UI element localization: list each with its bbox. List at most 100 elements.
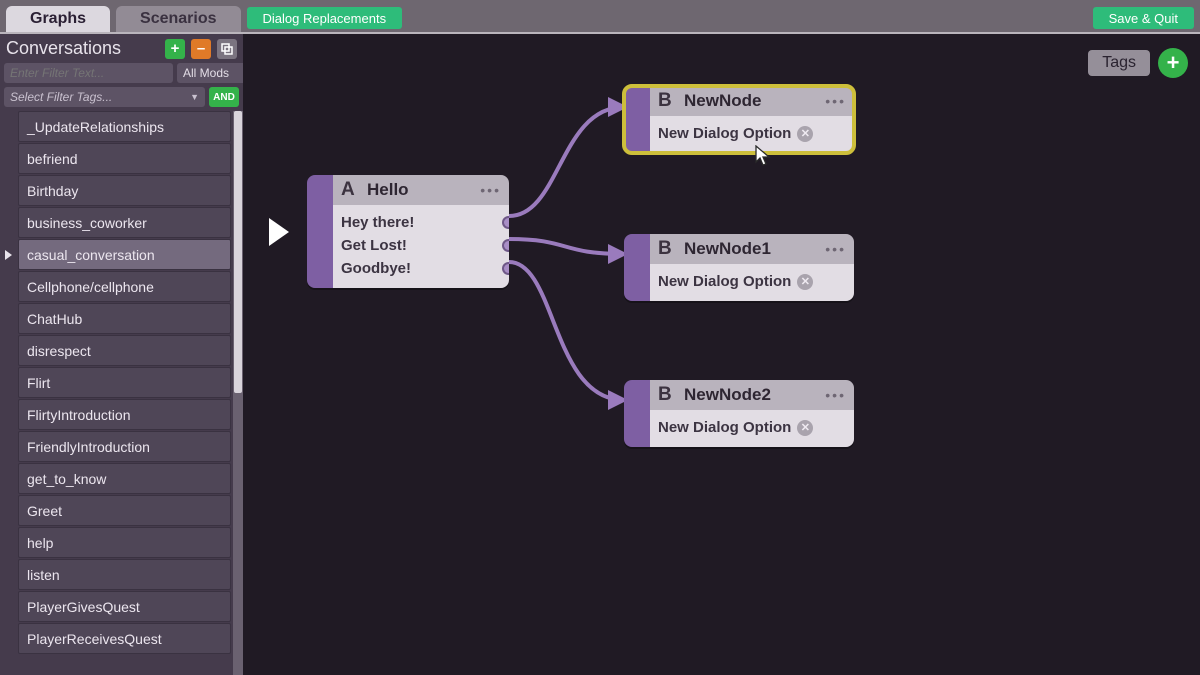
list-item-label: Birthday	[27, 183, 78, 199]
graph-node[interactable]: B NewNode ••• New Dialog Option ✕	[624, 86, 854, 153]
list-item-label: Flirt	[27, 375, 50, 391]
list-item[interactable]: Birthday	[18, 175, 231, 206]
list-item[interactable]: disrespect	[18, 335, 231, 366]
node-menu-icon[interactable]: •••	[825, 387, 846, 403]
node-title: NewNode1	[684, 239, 819, 259]
dialog-option[interactable]: New Dialog Option ✕	[658, 122, 846, 145]
node-body: New Dialog Option✕	[650, 410, 854, 447]
and-toggle-button[interactable]: AND	[209, 87, 239, 107]
edge	[509, 239, 624, 254]
graph-node[interactable]: AHello•••Hey there!Get Lost!Goodbye!	[307, 175, 509, 288]
node-menu-icon[interactable]: •••	[825, 241, 846, 257]
node-body: New Dialog Option ✕	[650, 264, 854, 301]
dialog-replacements-button[interactable]: Dialog Replacements	[247, 7, 403, 29]
node-letter: B	[658, 90, 678, 112]
list-item[interactable]: get_to_know	[18, 463, 231, 494]
list-item-label: Greet	[27, 503, 62, 519]
output-port[interactable]	[502, 216, 509, 229]
dialog-option-text: Goodbye!	[341, 260, 411, 277]
filter-tags-placeholder: Select Filter Tags...	[10, 90, 112, 104]
node-title: Hello	[367, 180, 474, 200]
node-header[interactable]: B NewNode1 •••	[650, 234, 854, 264]
node-body: Hey there! Get Lost! Goodbye!	[333, 205, 509, 288]
entry-arrow-icon[interactable]	[269, 218, 289, 246]
list-item[interactable]: befriend	[18, 143, 231, 174]
list-item[interactable]: Flirt	[18, 367, 231, 398]
list-item-label: casual_conversation	[27, 247, 155, 263]
node-letter: B	[658, 384, 678, 406]
list-item-label: _UpdateRelationships	[27, 119, 164, 135]
node-letter: B	[658, 238, 678, 260]
list-item-label: business_coworker	[27, 215, 147, 231]
list-item[interactable]: Cellphone/cellphone	[18, 271, 231, 302]
list-item-label: PlayerReceivesQuest	[27, 631, 162, 647]
node-header[interactable]: B NewNode •••	[650, 86, 854, 116]
dialog-option[interactable]: New Dialog Option ✕	[658, 270, 846, 293]
list-item[interactable]: Greet	[18, 495, 231, 526]
list-item-label: Cellphone/cellphone	[27, 279, 154, 295]
mods-dropdown-label: All Mods	[183, 66, 229, 80]
list-item[interactable]: ChatHub	[18, 303, 231, 334]
dialog-option[interactable]: Hey there!	[341, 211, 501, 234]
dialog-option[interactable]: New Dialog Option✕	[658, 416, 846, 439]
save-and-quit-button[interactable]: Save & Quit	[1093, 7, 1194, 29]
output-port[interactable]	[502, 239, 509, 252]
list-item[interactable]: FlirtyIntroduction	[18, 399, 231, 430]
dialog-option-text: New Dialog Option	[658, 125, 791, 142]
node-menu-icon[interactable]: •••	[480, 182, 501, 198]
remove-conversation-button[interactable]: –	[191, 39, 211, 59]
list-item[interactable]: FriendlyIntroduction	[18, 431, 231, 462]
remove-option-icon[interactable]: ✕	[797, 274, 813, 290]
list-item[interactable]: business_coworker	[18, 207, 231, 238]
list-item-label: PlayerGivesQuest	[27, 599, 140, 615]
tab-graphs[interactable]: Graphs	[6, 6, 110, 32]
list-item-label: FlirtyIntroduction	[27, 407, 130, 423]
node-body: New Dialog Option ✕	[650, 116, 854, 153]
dialog-option-text: Hey there!	[341, 214, 414, 231]
edge	[509, 262, 624, 400]
list-item[interactable]: listen	[18, 559, 231, 590]
tags-button[interactable]: Tags	[1088, 50, 1150, 76]
dialog-option[interactable]: Goodbye!	[341, 257, 501, 280]
node-title: NewNode	[684, 91, 819, 111]
selected-indicator-icon	[5, 250, 12, 260]
tab-scenarios[interactable]: Scenarios	[116, 6, 240, 32]
list-item[interactable]: help	[18, 527, 231, 558]
conversation-list: _UpdateRelationships befriend Birthday busi…	[0, 111, 231, 675]
add-conversation-button[interactable]: +	[165, 39, 185, 59]
dialog-option[interactable]: Get Lost!	[341, 234, 501, 257]
dialog-option-text: New Dialog Option	[658, 273, 791, 290]
node-type-strip	[624, 86, 650, 153]
node-title: NewNode2	[684, 385, 819, 405]
list-item-label: get_to_know	[27, 471, 106, 487]
remove-option-icon[interactable]: ✕	[797, 126, 813, 142]
list-item-label: FriendlyIntroduction	[27, 439, 150, 455]
filter-text-input[interactable]	[4, 63, 173, 83]
node-header[interactable]: B NewNode2 •••	[650, 380, 854, 410]
graph-canvas[interactable]: Tags + AHello•••Hey there!Get Lost!Goodb…	[243, 34, 1200, 675]
scroll-thumb[interactable]	[234, 111, 242, 393]
node-type-strip	[624, 234, 650, 301]
output-port[interactable]	[502, 262, 509, 275]
node-header[interactable]: AHello•••	[333, 175, 509, 205]
list-item-label: ChatHub	[27, 311, 82, 327]
dialog-option-text: Get Lost!	[341, 237, 407, 254]
list-item[interactable]: _UpdateRelationships	[18, 111, 231, 142]
chevron-down-icon: ▼	[190, 92, 199, 102]
list-item-label: disrespect	[27, 343, 91, 359]
node-menu-icon[interactable]: •••	[825, 93, 846, 109]
list-item[interactable]: PlayerGivesQuest	[18, 591, 231, 622]
sidebar: Conversations + – All Mods ▼ Select Filt…	[0, 34, 243, 675]
duplicate-conversation-button[interactable]	[217, 39, 237, 59]
sidebar-title: Conversations	[6, 38, 159, 59]
graph-node[interactable]: B NewNode1 ••• New Dialog Option ✕	[624, 234, 854, 301]
remove-option-icon[interactable]: ✕	[797, 420, 813, 436]
add-node-button[interactable]: +	[1158, 48, 1188, 78]
top-tab-bar: GraphsScenarios Dialog Replacements Save…	[0, 0, 1200, 32]
scrollbar[interactable]	[233, 111, 243, 675]
graph-node[interactable]: B NewNode2 ••• New Dialog Option✕	[624, 380, 854, 447]
node-type-strip	[307, 175, 333, 288]
list-item[interactable]: casual_conversation	[18, 239, 231, 270]
filter-tags-dropdown[interactable]: Select Filter Tags... ▼	[4, 87, 205, 107]
list-item[interactable]: PlayerReceivesQuest	[18, 623, 231, 654]
